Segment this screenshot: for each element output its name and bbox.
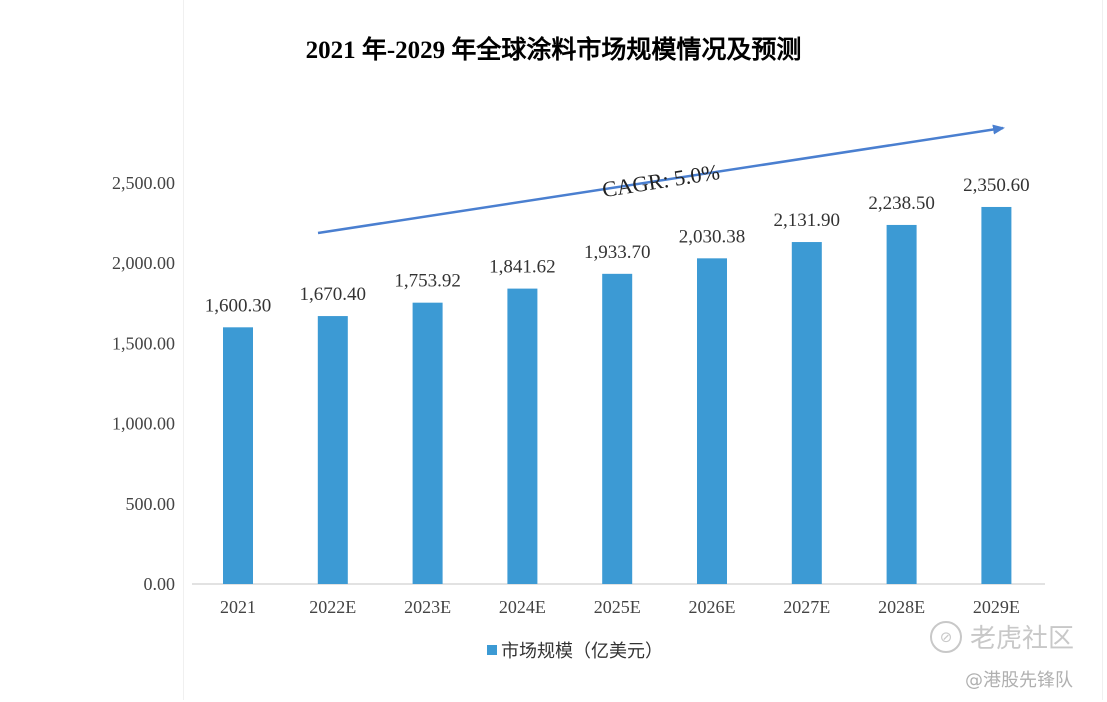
x-tick-label: 2023E <box>404 597 451 617</box>
bar-value-label: 2,350.60 <box>963 175 1030 196</box>
bar-value-label: 1,841.62 <box>489 257 556 278</box>
y-tick-label: 500.00 <box>126 494 176 514</box>
y-tick-label: 1,000.00 <box>112 414 175 434</box>
cagr-annotation: CAGR: 5.0% <box>600 159 721 202</box>
x-tick-label: 2028E <box>878 597 925 617</box>
cagr-arrow <box>317 124 1005 235</box>
bar <box>412 302 443 584</box>
chart-title: 2021 年-2029 年全球涂料市场规模情况及预测 <box>305 37 802 64</box>
x-tick-label: 2024E <box>499 597 546 617</box>
legend-swatch <box>487 645 497 655</box>
bar-value-label: 1,670.40 <box>300 284 367 305</box>
x-tick-label: 2027E <box>783 597 830 617</box>
bar-value-label: 1,753.92 <box>394 271 461 292</box>
chart-frame <box>183 0 1103 700</box>
x-tick-label: 2026E <box>689 597 736 617</box>
y-tick-label: 0.00 <box>144 574 176 594</box>
watermark-handle: @港股先锋队 <box>965 670 1073 691</box>
bar <box>791 242 822 584</box>
x-tick-label: 2021 <box>220 597 256 617</box>
bar-value-label: 2,238.50 <box>868 193 935 214</box>
x-tick-label: 2029E <box>973 597 1020 617</box>
legend-label: 市场规模（亿美元） <box>501 641 663 662</box>
x-tick-label: 2025E <box>594 597 641 617</box>
bar-value-label: 1,600.30 <box>205 295 272 316</box>
watermark-logo: ⊘ 老虎社区 <box>930 618 1074 655</box>
bar <box>697 258 727 584</box>
x-tick-label: 2022E <box>309 597 356 617</box>
bar-value-label: 2,030.38 <box>679 226 746 247</box>
tiger-logo-icon: ⊘ <box>930 620 962 653</box>
y-tick-label: 2,500.00 <box>112 173 175 193</box>
y-tick-label: 2,000.00 <box>112 253 175 273</box>
watermark-logo-text: 老虎社区 <box>970 624 1075 654</box>
bar <box>602 273 633 584</box>
chart-legend: 市场规模（亿美元） <box>487 637 663 663</box>
y-tick-label: 1,500.00 <box>112 333 175 353</box>
bar <box>223 327 253 584</box>
bar-value-label: 1,933.70 <box>584 242 651 263</box>
bar-value-label: 2,131.90 <box>774 210 841 231</box>
bar <box>981 206 1012 585</box>
bar <box>886 224 917 585</box>
bar <box>317 316 348 584</box>
bar <box>507 288 538 584</box>
